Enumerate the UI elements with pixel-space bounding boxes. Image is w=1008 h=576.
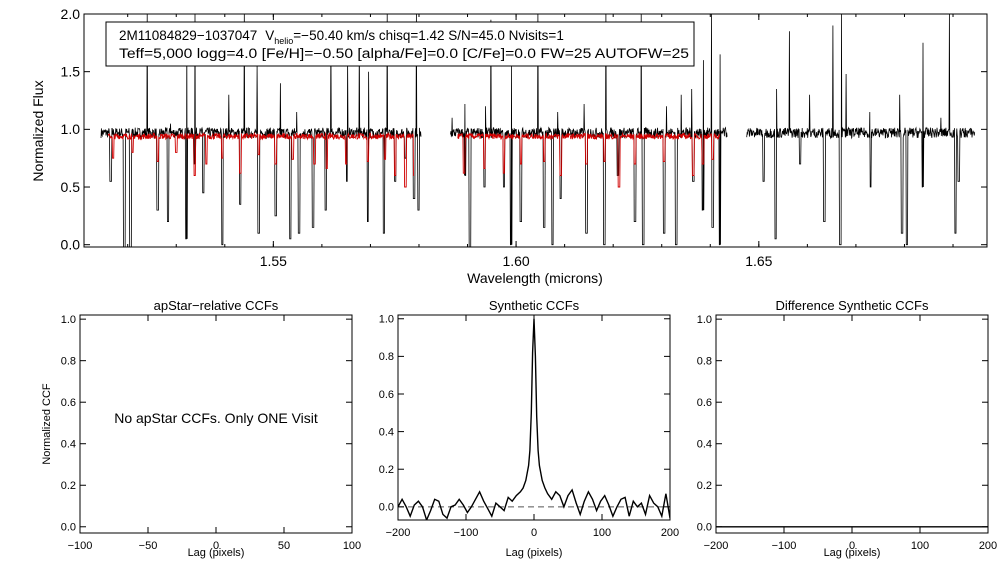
annotation-stats: =−50.40 km/s chisq=1.42 S/N=45.0 Nvisits…: [293, 28, 564, 43]
annotation-params: Teff=5,000 logg=4.0 [Fe/H]=−0.50 [alpha/…: [119, 46, 689, 61]
difference-ccf-y-ticks: 0.0 0.2 0.4 0.6 0.8 1.0: [697, 314, 988, 534]
spectrum-y-tick-label: 0.0: [61, 237, 81, 253]
difference-ccf-x-label: Lag (pixels): [824, 547, 881, 559]
apstar-ccf-y-label: Normalized CCF: [41, 383, 53, 465]
model-spectrum-chip-1: [107, 131, 414, 188]
synthetic-ccf-x-tick-label: 200: [661, 527, 679, 539]
annotation-v-subscript: helio: [274, 36, 293, 46]
difference-ccf-y-tick-label: 0.2: [697, 480, 712, 492]
apstar-ccf-y-tick-label: 0.8: [61, 356, 76, 368]
apstar-ccf-message: No apStar CCFs. Only ONE Visit: [114, 410, 318, 426]
difference-ccf-y-tick-label: 0.6: [697, 397, 712, 409]
difference-ccf-x-tick-label: 100: [911, 540, 929, 552]
apstar-ccf-x-tick-label: −50: [139, 540, 158, 552]
model-spectrum: [107, 131, 721, 188]
apstar-ccf-y-tick-label: 0.4: [61, 439, 76, 451]
synthetic-ccf-y-tick-label: 1.0: [379, 314, 394, 326]
synthetic-ccf-x-tick-label: −200: [386, 527, 411, 539]
apstar-ccf-y-tick-label: 0.2: [61, 480, 76, 492]
difference-ccf-x-tick-label: 200: [979, 540, 997, 552]
apstar-ccf-y-tick-label: 0.6: [61, 397, 76, 409]
difference-ccf-y-tick-label: 0.0: [697, 522, 712, 534]
difference-ccf-y-tick-label: 1.0: [697, 314, 712, 326]
difference-ccf-x-ticks: −200 −100 0 100 200: [704, 315, 997, 552]
synthetic-ccf-y-tick-label: 0.2: [379, 464, 394, 476]
spectrum-y-tick-label: 1.5: [61, 64, 81, 80]
model-spectrum-chip-2: [457, 131, 721, 188]
spectrum-plot-frame: [83, 13, 988, 248]
annotation-star-id: 2M11084829−1037047: [119, 28, 257, 43]
apstar-ccf-x-tick-label: 0: [213, 540, 219, 552]
apstar-ccf-x-tick-label: −100: [68, 540, 93, 552]
difference-ccf-x-tick-label: 0: [849, 540, 855, 552]
apstar-ccf-x-tick-label: 50: [278, 540, 290, 552]
synthetic-ccf-x-tick-label: 0: [531, 527, 537, 539]
spectrum-y-tick-label: 0.5: [61, 179, 81, 195]
synthetic-ccf-x-ticks: −200 −100 0 100 200: [386, 315, 679, 539]
annotation-v: V: [265, 28, 274, 43]
apstar-ccf-panel: apStar−relative CCFs −100 −50 0 50 100 0.00.…: [41, 298, 361, 559]
apstar-ccf-x-tick-label: 100: [343, 540, 361, 552]
synthetic-ccf-x-label: Lag (pixels): [506, 547, 563, 559]
difference-ccf-x-tick-label: −200: [704, 540, 729, 552]
synthetic-ccf-y-tick-label: 0.8: [379, 351, 394, 363]
spectrum-y-tick-label: 2.0: [61, 6, 81, 22]
synthetic-ccf-x-tick-label: −100: [454, 527, 479, 539]
spectrum-y-ticks: 0.0 0.5 1.0 1.5 2.0: [61, 6, 987, 253]
difference-ccf-panel: Difference Synthetic CCFs −200 −100 0 100 20…: [697, 298, 997, 559]
difference-ccf-y-tick-label: 0.8: [697, 356, 712, 368]
synthetic-ccf-panel: Synthetic CCFs −200 −100 0 100 200 0.0 0.2 0.4…: [379, 298, 679, 559]
apstar-ccf-x-ticks: −100 −50 0 50 100: [68, 315, 361, 552]
spectrum-x-tick-label: 1.65: [745, 253, 772, 269]
apstar-ccf-y-ticks: 0.0 0.2 0.4 0.6 0.8 1.0: [61, 314, 352, 534]
spectrum-y-label: Normalized Flux: [30, 80, 46, 181]
apstar-ccf-y-tick-label: 1.0: [61, 314, 76, 326]
spectrum-annotation-box: 2M11084829−1037047 Vhelio=−50.40 km/s chi…: [105, 21, 695, 67]
spectrum-panel: 1.55 1.60 1.65 0.0 0.5 1.0 1.5 2.0 Wavelength …: [30, 6, 988, 286]
synthetic-ccf-y-tick-label: 0.6: [379, 389, 394, 401]
difference-ccf-title: Difference Synthetic CCFs: [776, 298, 929, 313]
spectrum-x-label: Wavelength (microns): [467, 270, 603, 286]
spectrum-x-tick-label: 1.55: [260, 253, 287, 269]
apstar-ccf-title: apStar−relative CCFs: [154, 298, 279, 313]
synthetic-ccf-y-tick-label: 0.0: [379, 502, 394, 514]
spectrum-x-ticks: 1.55 1.60 1.65: [127, 14, 954, 269]
spectrum-x-tick-label: 1.60: [502, 253, 529, 269]
synthetic-ccf-y-tick-label: 0.4: [379, 426, 394, 438]
synthetic-ccf-y-ticks: 0.0 0.2 0.4 0.6 0.8 1.0: [379, 314, 670, 514]
difference-ccf-x-tick-label: −100: [772, 540, 797, 552]
apstar-ccf-y-tick-label: 0.0: [61, 522, 76, 534]
synthetic-ccf-x-tick-label: 100: [593, 527, 611, 539]
difference-ccf-y-tick-label: 0.4: [697, 439, 712, 451]
spectrum-y-tick-label: 1.0: [61, 121, 81, 137]
synthetic-ccf-title: Synthetic CCFs: [489, 298, 580, 313]
apstar-ccf-x-label: Lag (pixels): [188, 547, 245, 559]
observed-spectrum-chip-3: [746, 14, 976, 246]
